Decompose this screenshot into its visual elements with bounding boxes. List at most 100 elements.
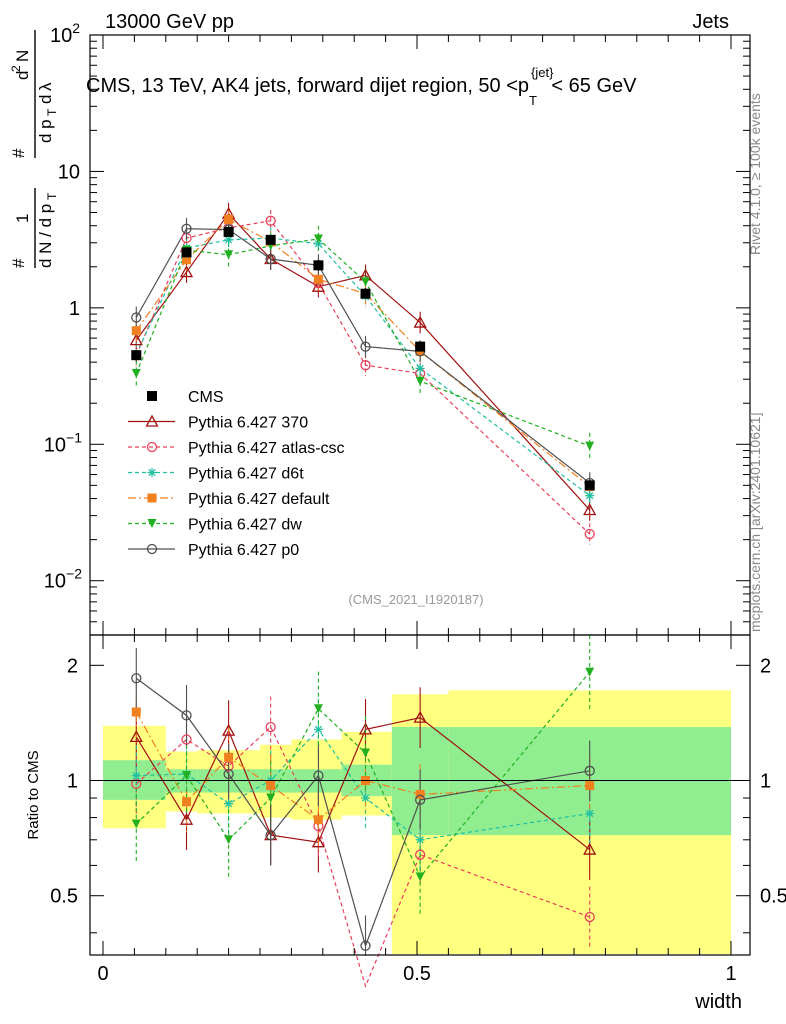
legend-marker-pythia-6-427-default [147, 493, 157, 503]
point-main-pythia-6-427-d6t-2 [224, 235, 234, 245]
point-ratio-pythia-6-427-dw-1 [182, 771, 192, 781]
point-ratio-pythia-6-427-dw-0 [131, 819, 141, 829]
point-main-cms-2 [223, 226, 234, 237]
point-main-pythia-6-427-atlas-csc-3 [265, 215, 276, 226]
legend-marker-pythia-6-427-dw [147, 519, 157, 528]
legend-marker-pythia-6-427-atlas-csc [146, 441, 158, 453]
line-ratio-pythia-6-427-default [135, 711, 590, 821]
svg-text:T: T [45, 192, 59, 200]
svg-text:1: 1 [13, 214, 32, 223]
svg-text:#: # [9, 148, 28, 158]
legend: CMS Pythia 6.427 370 Pythia 6.427 atlas-cs… [128, 389, 345, 559]
point-main-pythia-6-427-default-0 [131, 326, 141, 336]
legend-marker-pythia-6-427-370 [145, 414, 159, 427]
ytick-label: 10 [58, 161, 80, 183]
line-main-pythia-6-427-default [135, 218, 591, 488]
header-left: 13000 GeV pp [105, 11, 234, 33]
point-ratio-pythia-6-427-p0-1 [181, 710, 192, 721]
point-ratio-pythia-6-427-dw-3 [266, 793, 276, 803]
y-axis-label: # 1 d N / d p T # d 2 N d p T d λ [9, 30, 59, 268]
point-ratio-pythia-6-427-default-2 [224, 752, 234, 762]
point-main-pythia-6-427-dw-0 [131, 369, 141, 379]
point-ratio-pythia-6-427-370-0 [129, 730, 143, 743]
point-main-pythia-6-427-p0-0 [131, 312, 142, 323]
ratio-frame [89, 634, 751, 956]
legend-label-pythia-6-427-d6t: Pythia 6.427 d6t [188, 466, 304, 483]
point-main-cms-0 [131, 350, 142, 361]
xtick-label: 1 [725, 963, 736, 985]
line-main-pythia-6-427-370 [135, 212, 591, 511]
mcplots-source-label: mcplots.cern.ch [arXiv:2401.10621] [747, 413, 763, 632]
point-main-pythia-6-427-dw-6 [415, 376, 425, 386]
line-main-pythia-6-427-d6t [135, 237, 591, 497]
point-ratio-pythia-6-427-default-1 [182, 797, 192, 807]
point-ratio-pythia-6-427-default-3 [266, 781, 276, 791]
point-ratio-pythia-6-427-d6t-0 [131, 771, 141, 781]
point-main-cms-4 [313, 260, 324, 271]
point-ratio-pythia-6-427-370-2 [222, 723, 236, 736]
chart-subtitle: CMS, 13 TeV, AK4 jets, forward dijet reg… [86, 65, 637, 108]
point-ratio-pythia-6-427-atlas-csc-7 [584, 911, 595, 923]
point-ratio-pythia-6-427-p0-3 [265, 829, 276, 841]
point-ratio-pythia-6-427-p0-6 [414, 794, 426, 806]
point-ratio-pythia-6-427-p0-5 [360, 940, 371, 951]
point-main-pythia-6-427-370-7 [583, 503, 597, 516]
point-main-cms-6 [415, 341, 426, 352]
point-ratio-pythia-6-427-p0-2 [223, 768, 234, 780]
point-ratio-pythia-6-427-dw-4 [313, 704, 323, 714]
svg-text:d p: d p [36, 119, 55, 143]
point-main-pythia-6-427-dw-5 [361, 277, 371, 287]
xtick-label: 0.5 [403, 963, 431, 985]
line-ratio-pythia-6-427-dw [135, 671, 591, 879]
point-main-pythia-6-427-dw-2 [224, 250, 234, 260]
ytick-label: 102 [50, 20, 80, 47]
point-ratio-pythia-6-427-d6t-4 [313, 724, 323, 734]
ytick-label: 1 [69, 298, 80, 320]
line-ratio-pythia-6-427-d6t [136, 728, 590, 841]
point-main-pythia-6-427-default-4 [313, 274, 323, 284]
ratio-tick-label-right: 2 [760, 655, 771, 677]
point-main-cms-1 [181, 247, 192, 258]
point-main-pythia-6-427-dw-4 [313, 234, 323, 244]
header-right: Jets [692, 11, 729, 33]
point-main-pythia-6-427-d6t-6 [415, 363, 425, 373]
line-main-pythia-6-427-dw [135, 238, 590, 447]
point-ratio-pythia-6-427-370-5 [358, 722, 373, 735]
ratio-tick-label-right: 1 [760, 771, 771, 793]
line-ratio-pythia-6-427-370 [135, 716, 591, 851]
point-ratio-pythia-6-427-d6t-7 [585, 808, 595, 818]
svg-text:d: d [13, 71, 32, 80]
point-main-pythia-6-427-p0-3 [265, 253, 276, 265]
point-main-pythia-6-427-370-1 [179, 265, 194, 278]
point-main-cms-7 [584, 480, 595, 491]
series-lines [135, 212, 591, 989]
line-main-pythia-6-427-atlas-csc [135, 220, 591, 535]
svg-text:d: d [36, 95, 55, 104]
point-main-pythia-6-427-p0-1 [181, 223, 192, 234]
legend-marker-cms [147, 391, 157, 401]
legend-marker-pythia-6-427-p0 [146, 543, 158, 555]
x-axis-label: width [694, 991, 742, 1013]
legend-label-pythia-6-427-dw: Pythia 6.427 dw [188, 517, 302, 534]
point-main-cms-5 [360, 288, 371, 299]
point-main-pythia-6-427-atlas-csc-5 [360, 360, 371, 371]
ratio-tick-label-left: 1 [67, 771, 78, 793]
point-ratio-pythia-6-427-atlas-csc-1 [181, 734, 192, 745]
point-ratio-pythia-6-427-d6t-2 [224, 799, 234, 809]
point-ratio-pythia-6-427-default-7 [585, 781, 595, 791]
point-main-pythia-6-427-default-1 [182, 255, 192, 265]
point-ratio-pythia-6-427-default-0 [131, 707, 141, 717]
point-ratio-pythia-6-427-dw-6 [415, 872, 425, 882]
svg-text:T: T [45, 108, 59, 116]
point-ratio-pythia-6-427-370-1 [179, 812, 194, 825]
point-ratio-pythia-6-427-370-6 [413, 710, 427, 723]
series-markers [129, 206, 597, 951]
point-ratio-pythia-6-427-370-7 [583, 842, 597, 855]
ytick-label: 10−1 [44, 429, 82, 456]
point-ratio-pythia-6-427-dw-7 [585, 667, 595, 677]
svg-text:#: # [9, 258, 28, 268]
analysis-watermark: (CMS_2021_I1920187) [348, 592, 483, 607]
point-ratio-pythia-6-427-default-4 [313, 815, 323, 825]
point-ratio-pythia-6-427-p0-0 [131, 673, 142, 684]
